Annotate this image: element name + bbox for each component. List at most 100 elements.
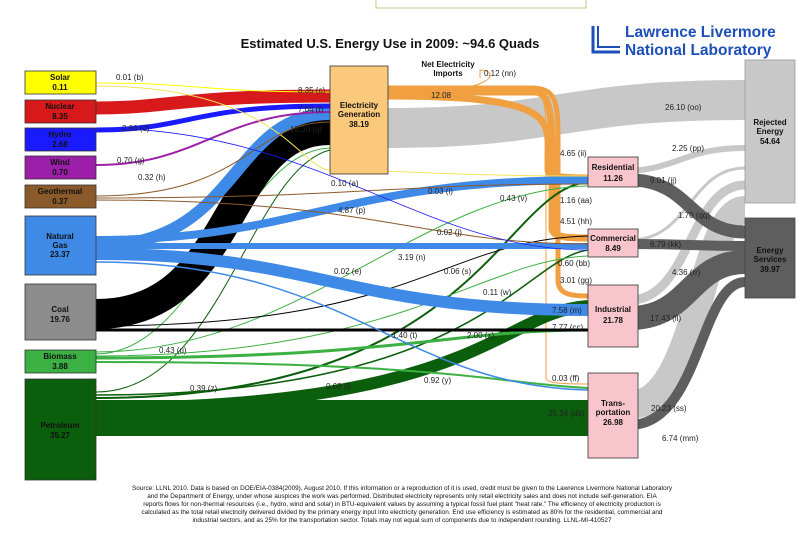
flow-e [95, 127, 589, 251]
transportation-name-2: portation [596, 408, 631, 417]
flow-gg [388, 85, 589, 299]
flow-mm [629, 277, 746, 430]
industrial-value: 21.78 [603, 316, 624, 325]
label-x: 2.00 (x) [467, 331, 494, 340]
llnl-logo: Lawrence Livermore National Laboratory [591, 24, 776, 59]
label-i: 0.03 (i) [428, 187, 453, 196]
rejected-name-2: Energy [756, 127, 784, 136]
box-coal [24, 283, 97, 341]
natural-gas-name-1: Natural [46, 232, 74, 241]
wind-name: Wind [50, 158, 70, 167]
flow-b [95, 82, 331, 93]
logo-mark-outer [591, 26, 620, 54]
industrial-name: Industrial [595, 305, 631, 314]
label-cc: 7.77 (cc) [552, 323, 583, 332]
label-b: 0.01 (b) [116, 73, 144, 82]
footnote-line-1: Source: LLNL 2010. Data is based on DOE/… [132, 485, 673, 492]
nuclear-name: Nuclear [45, 102, 74, 111]
label-v: 0.43 (v) [500, 194, 527, 203]
box-biomass [24, 349, 97, 374]
flow-oo [387, 80, 746, 148]
label-a: 0.10 (a) [331, 179, 359, 188]
wind-value: 0.70 [52, 168, 68, 177]
flow-h [95, 121, 331, 197]
footnote-line-5: industrial sectors, and as 25% for the t… [192, 517, 612, 524]
label-pp: 2.25 (pp) [672, 144, 704, 153]
services-name-1: Energy [756, 246, 784, 255]
flow-m [95, 248, 589, 316]
label-kk: 6.79 (kk) [650, 240, 681, 249]
flow-ss [627, 196, 749, 419]
commercial-name: Commercial [590, 234, 636, 243]
natural-gas-name-2: Gas [52, 241, 68, 250]
box-nuclear [24, 99, 97, 124]
label-mm: 6.74 (mm) [662, 434, 699, 443]
box-rejected-energy [744, 59, 796, 204]
label-oo: 26.10 (oo) [665, 103, 702, 112]
label-hh: 4.51 (hh) [560, 217, 592, 226]
flow-kk [629, 239, 746, 251]
label-gg: 3.01 (gg) [560, 276, 592, 285]
solar-value: 0.11 [52, 83, 68, 92]
flow-ll [629, 250, 746, 330]
box-industrial [587, 284, 639, 348]
rejected-name-1: Rejected [753, 118, 786, 127]
box-natural-gas [24, 215, 97, 276]
label-elec: 12.08 [431, 91, 452, 100]
label-ss: 20.23 (ss) [651, 404, 687, 413]
flow-z [95, 149, 331, 393]
box-solar [24, 70, 97, 95]
logo-mark-inner [597, 26, 620, 48]
flow-w [95, 255, 589, 357]
box-electricity-generation [329, 65, 389, 175]
label-q: 18.30 (q) [290, 125, 322, 134]
transportation-value: 26.98 [603, 418, 624, 427]
flow-hh [388, 88, 589, 242]
label-s: 0.06 (s) [444, 267, 471, 276]
label-dd: 25.34 (dd) [548, 409, 585, 418]
electricity-value: 38.19 [349, 120, 370, 129]
biomass-name: Biomass [43, 352, 77, 361]
label-c: 8.35 (c) [298, 86, 325, 95]
residential-name: Residential [592, 163, 635, 172]
label-j: 0.02 (j) [437, 228, 462, 237]
coal-name: Coal [51, 305, 68, 314]
hydro-value: 2.68 [52, 140, 68, 149]
flow-jj [629, 173, 746, 239]
label-d: 2.66 (d) [122, 124, 150, 133]
label-y: 0.92 (y) [424, 376, 451, 385]
label-e: 0.02 (e) [334, 267, 362, 276]
transportation-name-1: Trans- [601, 399, 625, 408]
box-energy-services [744, 217, 796, 299]
electricity-name-2: Generation [338, 110, 380, 119]
flow-aa [95, 181, 589, 399]
services-name-2: Services [754, 255, 787, 264]
label-t: 1.40 (t) [392, 331, 418, 340]
label-m: 7.58 (m) [552, 306, 582, 315]
label-rr: 4.36 (rr) [672, 268, 701, 277]
label-ll: 17.43 (ll) [650, 314, 681, 323]
label-u: 0.43 (u) [159, 346, 187, 355]
box-geothermal [24, 184, 97, 209]
logo-line-2: National Laboratory [625, 42, 772, 59]
flow-nn [387, 69, 491, 95]
box-residential [587, 156, 639, 188]
flow-g [95, 111, 331, 166]
electricity-name-1: Electricity [340, 101, 379, 110]
net-imports-label-2: Imports [433, 69, 463, 78]
label-p: 4.87 (p) [338, 206, 366, 215]
label-h: 0.32 (h) [138, 173, 166, 182]
petroleum-name: Petroleum [40, 421, 79, 430]
solar-name: Solar [50, 73, 70, 82]
flow-q [95, 115, 331, 329]
geothermal-name: Geothermal [38, 187, 82, 196]
box-petroleum [24, 378, 97, 481]
footnote-line-3: reports flows for non-thermal resources … [143, 501, 661, 508]
flow-c [95, 89, 331, 115]
footnote-line-4: calculated as the total retail electrici… [142, 509, 663, 516]
label-l: 0.69 (l) [326, 382, 351, 391]
footnote: Source: LLNL 2010. Data is based on DOE/… [132, 485, 673, 524]
label-qq: 1.70 (qq) [678, 211, 710, 220]
top-frame [375, 0, 587, 9]
commercial-value: 8.49 [605, 244, 621, 253]
